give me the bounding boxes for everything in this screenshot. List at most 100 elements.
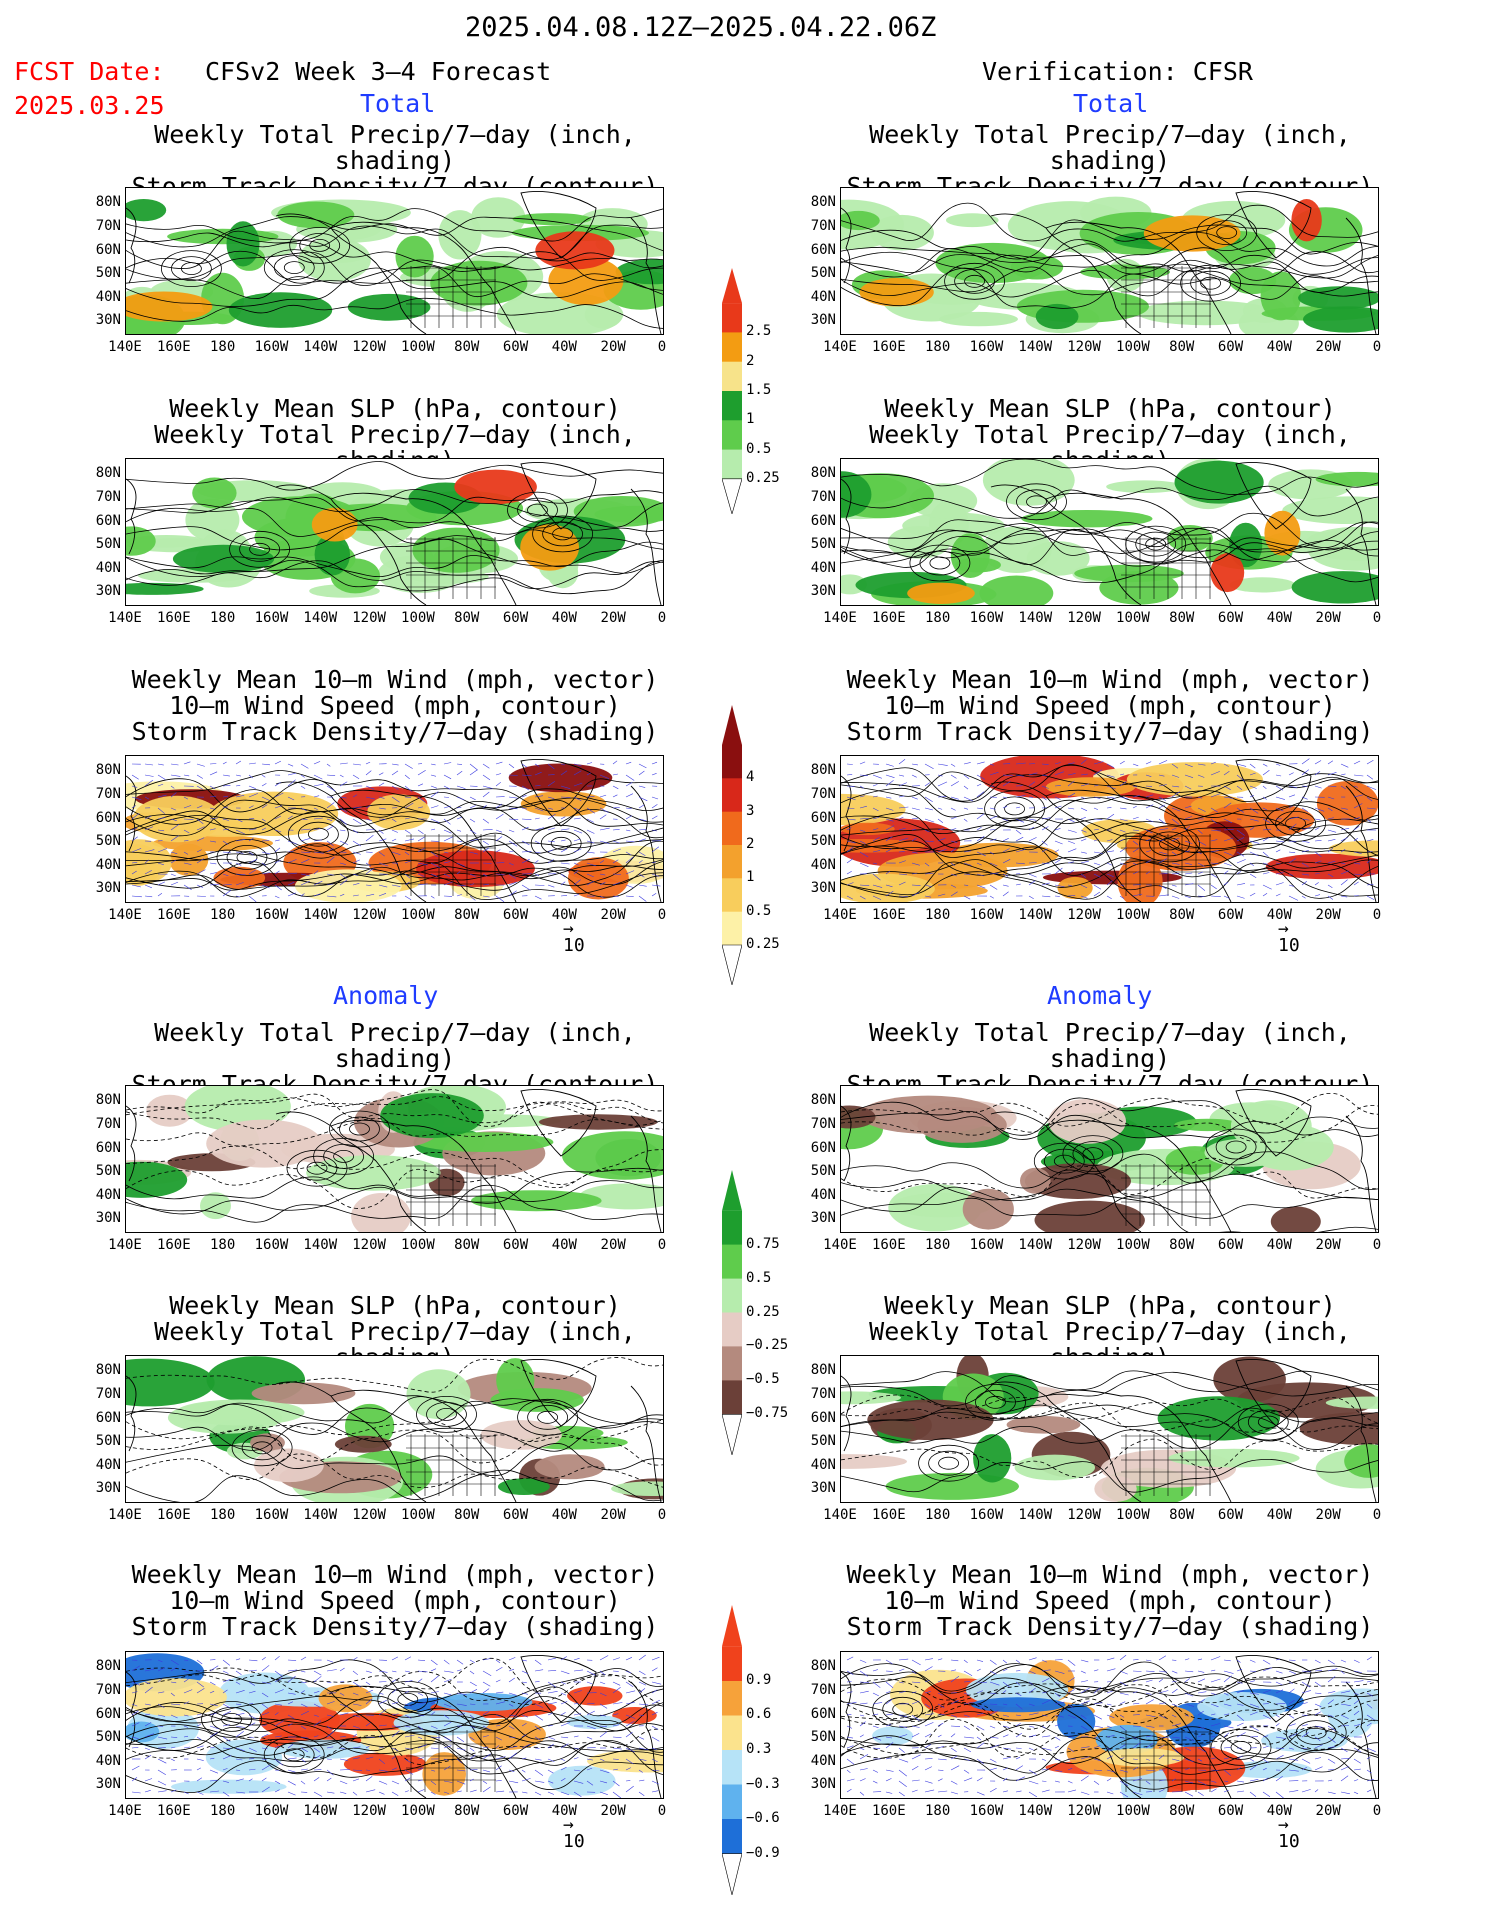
wind-vector-layer bbox=[846, 758, 1377, 901]
colorbar-swatch bbox=[722, 745, 742, 779]
lon-tick-label: 20W bbox=[600, 1803, 626, 1819]
lat-tick-label: 60N bbox=[95, 1705, 121, 1722]
lon-tick-label: 80W bbox=[454, 339, 480, 355]
lat-tick-label: 70N bbox=[810, 1116, 836, 1133]
lon-tick-label: 160E bbox=[156, 1803, 191, 1819]
lon-tick-label: 80W bbox=[1169, 610, 1195, 626]
panel-title-line: Weekly Mean SLP (hPa, contour) bbox=[884, 394, 1336, 423]
shading-layer bbox=[126, 197, 663, 334]
panel-title-line: Weekly Total Precip/7–day (inch, shading… bbox=[869, 420, 1351, 474]
lon-tick-label: 120W bbox=[352, 1507, 386, 1523]
lon-tick-label: 60W bbox=[1217, 339, 1244, 355]
lon-tick-label: 140E bbox=[823, 610, 857, 626]
panel-title-line: Weekly Total Precip/7–day (inch, shading… bbox=[154, 1018, 636, 1073]
vector-reference-arrow-icon: → bbox=[1278, 1814, 1289, 1835]
vector-reference-label: 10 bbox=[563, 1831, 585, 1852]
lon-tick-label: 140E bbox=[108, 907, 142, 923]
lon-tick-label: 180 bbox=[209, 1803, 236, 1819]
map-panel-verification-3 bbox=[840, 755, 1379, 903]
contour-layer bbox=[126, 208, 663, 329]
lon-tick-label: 140W bbox=[303, 1237, 338, 1253]
lat-tick-label: 30N bbox=[95, 582, 121, 599]
colorbar-label: −0.6 bbox=[746, 1810, 780, 1827]
shading-layer bbox=[841, 459, 1378, 605]
coastline-layer bbox=[126, 1089, 662, 1232]
lat-tick-label: 60N bbox=[95, 809, 121, 826]
lon-tick-label: 0 bbox=[1372, 610, 1382, 626]
colorbar-swatch bbox=[722, 332, 742, 363]
date-range: 2025.04.08.12Z–2025.04.22.06Z bbox=[465, 12, 937, 43]
state-borders bbox=[1121, 1434, 1211, 1496]
lat-tick-label: 40N bbox=[95, 288, 121, 305]
lon-tick-label: 160E bbox=[871, 907, 906, 923]
vector-reference-label: 10 bbox=[1278, 935, 1300, 956]
lon-tick-label: 0 bbox=[1372, 339, 1382, 355]
lat-tick-label: 50N bbox=[810, 1163, 836, 1180]
lon-tick-label: 140E bbox=[823, 339, 857, 355]
colorbar-label: −0.5 bbox=[746, 1371, 780, 1388]
colorbar-swatch bbox=[722, 1380, 742, 1415]
lon-tick-label: 40W bbox=[551, 1507, 577, 1523]
panel-title-line: 10–m Wind Speed (mph, contour) bbox=[169, 1586, 621, 1615]
lon-tick-label: 160W bbox=[254, 1507, 289, 1523]
colorbar-label: 4 bbox=[746, 769, 755, 786]
lon-tick-label: 140W bbox=[303, 339, 338, 355]
panel-title-verification-2: Weekly Mean SLP (hPa, contour) Weekly Tot… bbox=[810, 396, 1410, 474]
lon-tick-label: 180 bbox=[924, 907, 951, 923]
lat-tick-label: 50N bbox=[95, 536, 121, 553]
lon-tick-label: 100W bbox=[1116, 1803, 1150, 1819]
lon-tick-label: 0 bbox=[657, 907, 667, 923]
lat-tick-label: 80N bbox=[810, 464, 836, 481]
vector-reference-arrow-icon: → bbox=[1278, 918, 1289, 939]
contour-layer bbox=[126, 1089, 663, 1223]
colorbar-swatch bbox=[722, 911, 742, 946]
lon-tick-label: 140E bbox=[108, 1803, 142, 1819]
wind-vector-layer bbox=[846, 1654, 1377, 1798]
lat-tick-label: 30N bbox=[810, 1775, 836, 1792]
map-panel-verification-6 bbox=[840, 1651, 1379, 1799]
lat-tick-label: 80N bbox=[810, 1657, 836, 1674]
lon-tick-label: 140E bbox=[108, 339, 142, 355]
verification-title: Verification: CFSR bbox=[982, 57, 1253, 86]
colorbar-swatch bbox=[722, 361, 742, 392]
lat-tick-label: 50N bbox=[95, 265, 121, 282]
lon-tick-label: 40W bbox=[551, 907, 577, 923]
lat-tick-label: 80N bbox=[810, 1091, 836, 1108]
lat-tick-label: 60N bbox=[810, 512, 836, 529]
colorbar-total-storm bbox=[721, 705, 743, 989]
colorbar-label: −0.3 bbox=[746, 1775, 780, 1792]
colorbar-anomaly-precip bbox=[721, 1170, 743, 1459]
panel-title-line: 10–m Wind Speed (mph, contour) bbox=[884, 1586, 1336, 1615]
lat-tick-label: 80N bbox=[810, 1361, 836, 1378]
lon-tick-label: 160W bbox=[969, 1237, 1004, 1253]
lat-tick-label: 70N bbox=[810, 786, 836, 803]
lon-tick-label: 180 bbox=[209, 1507, 236, 1523]
lon-tick-label: 0 bbox=[657, 1803, 667, 1819]
lon-tick-label: 20W bbox=[600, 610, 626, 626]
lon-tick-label: 100W bbox=[1116, 339, 1150, 355]
lon-tick-label: 20W bbox=[600, 907, 626, 923]
contour-layer bbox=[841, 459, 1378, 584]
lat-tick-label: 30N bbox=[810, 1209, 836, 1226]
colorbar-swatch bbox=[722, 1784, 742, 1820]
lon-tick-label: 120W bbox=[1067, 1803, 1101, 1819]
colorbar-label: 0.75 bbox=[746, 1235, 780, 1252]
lon-tick-label: 180 bbox=[209, 1237, 236, 1253]
lon-tick-label: 80W bbox=[1169, 907, 1195, 923]
lon-tick-label: 120W bbox=[352, 339, 386, 355]
lon-tick-label: 180 bbox=[209, 907, 236, 923]
model-title: CFSv2 Week 3–4 Forecast bbox=[205, 57, 552, 86]
lon-tick-label: 80W bbox=[454, 610, 480, 626]
contour-layer bbox=[841, 202, 1378, 309]
lon-tick-label: 80W bbox=[454, 907, 480, 923]
colorbar-swatch bbox=[722, 1646, 742, 1682]
colorbar-label: 2 bbox=[746, 836, 755, 852]
lon-tick-label: 80W bbox=[1169, 1237, 1195, 1253]
shading-layer bbox=[126, 1086, 663, 1232]
lon-tick-label: 0 bbox=[1372, 1803, 1382, 1819]
map-panel-forecast-3 bbox=[125, 755, 664, 903]
colorbar-bottom-arrow-icon bbox=[721, 1853, 743, 1896]
lat-tick-label: 70N bbox=[95, 786, 121, 803]
lon-tick-label: 140W bbox=[1018, 1237, 1053, 1253]
lon-tick-label: 140W bbox=[303, 1507, 338, 1523]
